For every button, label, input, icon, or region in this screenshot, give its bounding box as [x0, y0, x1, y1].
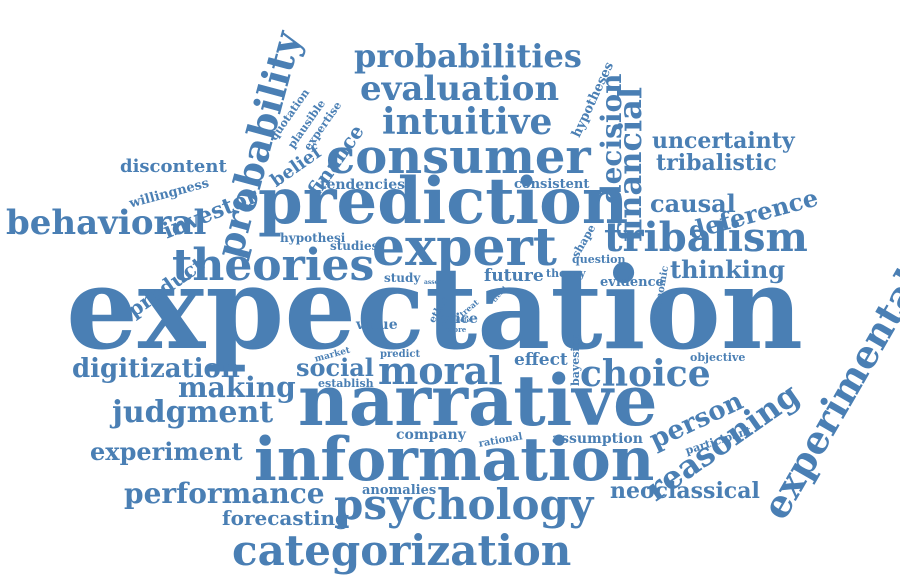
word-information: information: [254, 425, 655, 495]
word-asset: asset: [424, 279, 442, 286]
word-discontent: discontent: [120, 156, 227, 177]
word-company: company: [396, 427, 466, 443]
word-objective: objective: [690, 351, 746, 364]
word-evidence: evidence: [600, 275, 664, 290]
word-prediction: prediction: [258, 164, 629, 239]
word-effect: effect: [514, 350, 568, 370]
word-uncertainty: uncertainty: [652, 128, 795, 154]
word-psychology: psychology: [334, 480, 594, 529]
word-making: making: [178, 371, 296, 404]
word-judgment: judgment: [112, 395, 274, 430]
word-tribalism: tribalism: [604, 214, 808, 261]
word-expert: expert: [372, 217, 557, 278]
word-thinking: thinking: [670, 255, 786, 284]
word-neoclassical: neoclassical: [610, 478, 760, 504]
word-value: value: [356, 317, 398, 333]
word-predict: predict: [380, 349, 421, 360]
word-probabilities: probabilities: [354, 37, 582, 75]
word-assumption: assumption: [552, 431, 643, 447]
word-social: social: [296, 353, 374, 382]
word-hypothesi: hypothesi: [280, 231, 346, 245]
word-studies: studies: [330, 239, 379, 253]
word-experiment: experiment: [90, 437, 243, 466]
word-expectation: expectation: [66, 242, 804, 375]
word-tribalistic: tribalistic: [656, 150, 777, 176]
word-more: more: [446, 325, 467, 334]
word-future: future: [484, 266, 544, 286]
word-causal: causal: [650, 189, 736, 218]
word-intuitive: intuitive: [382, 101, 553, 143]
word-narrative: narrative: [298, 359, 658, 442]
word-consistent: consistent: [514, 177, 590, 192]
word-forecasting: forecasting: [222, 506, 349, 530]
word-bayesian: bayesian: [569, 332, 582, 386]
word-categorization: categorization: [232, 526, 572, 575]
word-anomalies: anomalies: [362, 483, 437, 498]
word-defer: defer: [456, 317, 474, 324]
word-theory: theory: [546, 267, 586, 280]
word-consumer: consumer: [326, 129, 591, 185]
word-performance: performance: [124, 477, 325, 510]
word-tendencies: tendencies: [320, 177, 406, 193]
word-theories: theories: [172, 240, 375, 291]
word-evaluation: evaluation: [360, 69, 560, 109]
word-study: study: [384, 271, 421, 285]
word-price: price: [438, 311, 478, 327]
word-digitization: digitization: [72, 354, 240, 384]
word-choice: choice: [580, 353, 711, 395]
word-moral: moral: [378, 348, 503, 393]
word-behavioral: behavioral: [6, 203, 207, 243]
word-establish: establish: [318, 377, 374, 390]
word-question: question: [572, 253, 626, 266]
